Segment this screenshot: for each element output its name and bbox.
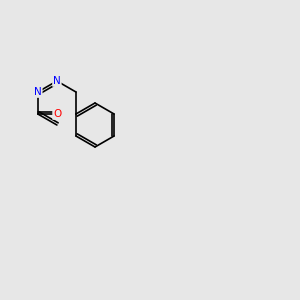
Text: O: O bbox=[53, 109, 61, 119]
Text: N: N bbox=[34, 87, 42, 97]
Text: N: N bbox=[53, 76, 61, 86]
